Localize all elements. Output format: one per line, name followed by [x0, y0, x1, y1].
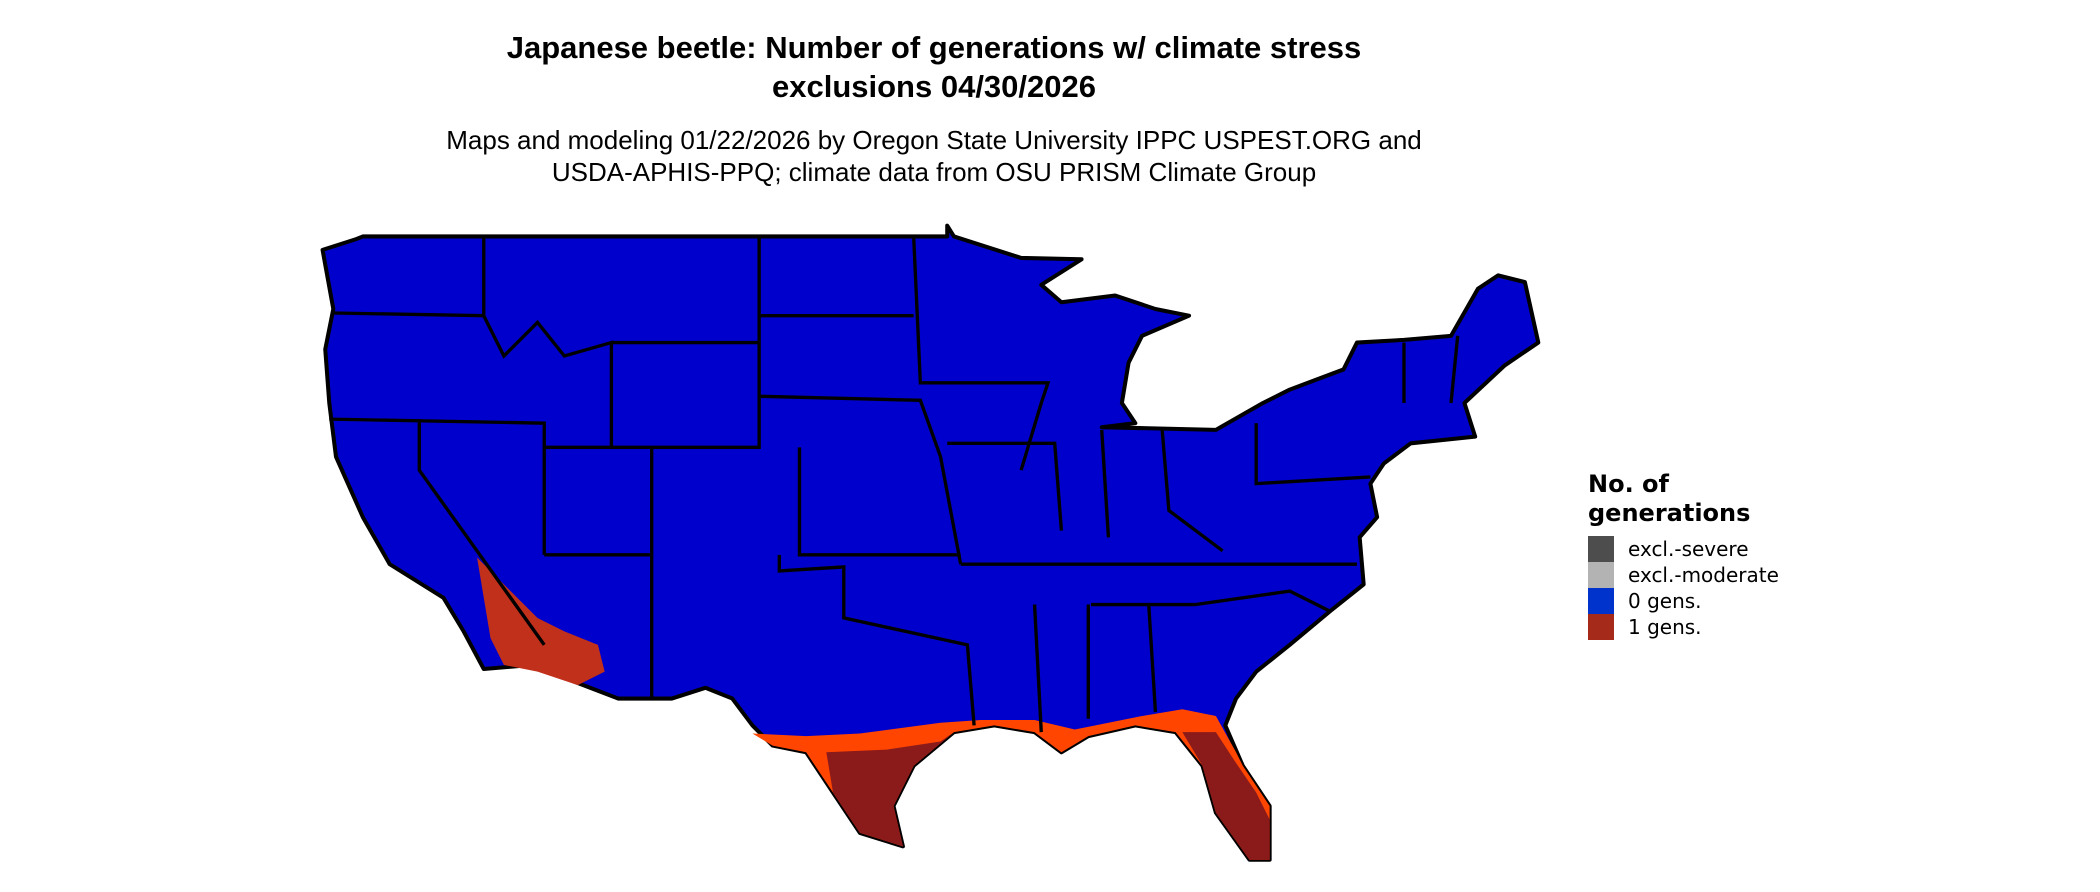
map-subtitle-line-2: USDA-APHIS-PPQ; climate data from OSU PR…	[551, 157, 1317, 187]
state-borders	[329, 236, 1460, 733]
legend-item-0-gens: 0 gens.	[1588, 588, 1702, 614]
legend-label: 0 gens.	[1628, 589, 1702, 613]
map-title-line-1: Japanese beetle: Number of generations w…	[506, 30, 1362, 65]
map-title-line-2: exclusions 04/30/2026	[771, 69, 1096, 104]
legend-title-line-2: generations	[1588, 499, 1751, 527]
legend-swatch	[1588, 614, 1614, 640]
legend-item-excl-moderate: excl.-moderate	[1588, 562, 1779, 588]
legend-label: excl.-moderate	[1628, 563, 1779, 587]
legend-swatch	[1588, 536, 1614, 562]
legend-title: No. of generations	[1588, 470, 1750, 528]
legend-title-line-1: No. of	[1588, 470, 1669, 498]
map-subtitle-line-1: Maps and modeling 01/22/2026 by Oregon S…	[446, 125, 1422, 155]
legend-swatch	[1588, 562, 1614, 588]
legend-label: 1 gens.	[1628, 615, 1702, 639]
legend-swatch	[1588, 588, 1614, 614]
southwest-one-gen-region	[477, 557, 605, 686]
legend-label: excl.-severe	[1628, 537, 1749, 561]
gulf-one-gen-region	[826, 732, 954, 847]
legend-item-1-gens: 1 gens.	[1588, 614, 1702, 640]
legend-item-excl-severe: excl.-severe	[1588, 536, 1749, 562]
conus-zero-gens-region	[320, 223, 1541, 862]
florida-one-gen-region	[1182, 732, 1270, 860]
